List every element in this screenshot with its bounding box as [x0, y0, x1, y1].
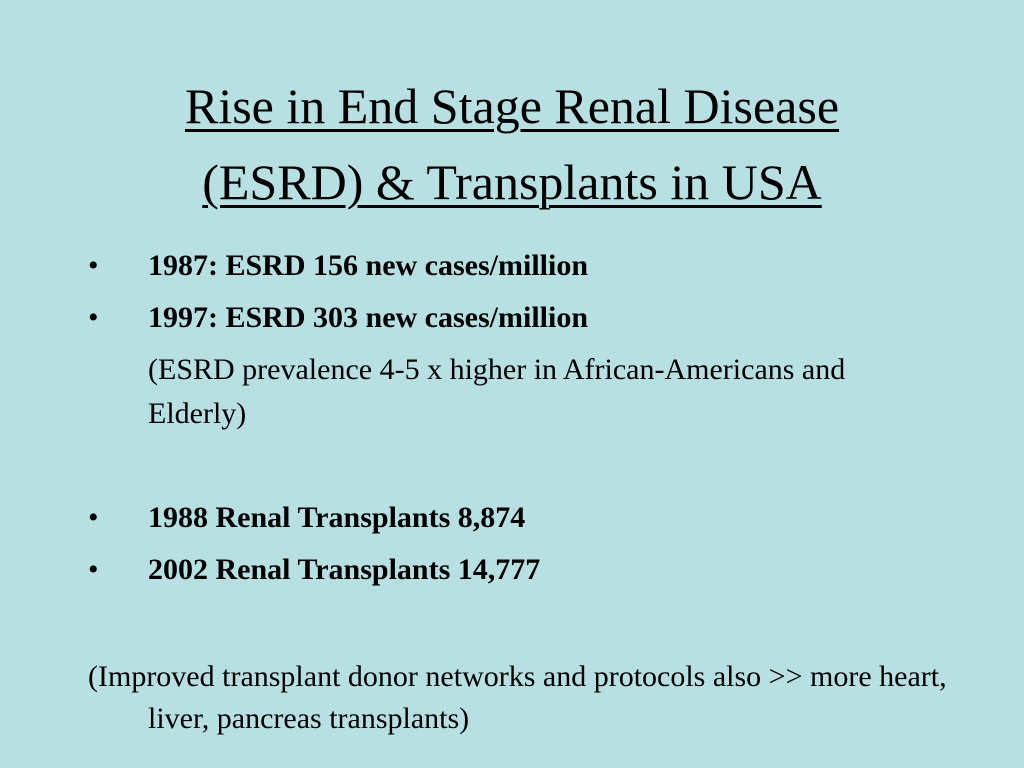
prevalence-note: (ESRD prevalence 4-5 x higher in African…: [148, 353, 846, 430]
footnote: (Improved transplant donor networks and …: [88, 660, 947, 735]
slide-title: Rise in End Stage Renal Disease (ESRD) &…: [40, 68, 984, 220]
bullet-marker: •: [88, 553, 99, 586]
slide-title-line-1: Rise in End Stage Renal Disease: [184, 78, 840, 134]
bullet-text: 1987: ESRD 156 new cases/million: [148, 249, 589, 282]
slide-title-line-2: (ESRD) & Transplants in USA: [202, 154, 822, 210]
bullet-text: 1997: ESRD 303 new cases/million: [148, 301, 589, 334]
bullet-marker: •: [88, 301, 99, 334]
bullet-marker: •: [88, 501, 99, 534]
bullet-text: 1988 Renal Transplants 8,874: [148, 501, 526, 534]
bullet-text: 2002 Renal Transplants 14,777: [148, 553, 541, 586]
bullet-marker: •: [88, 249, 99, 282]
